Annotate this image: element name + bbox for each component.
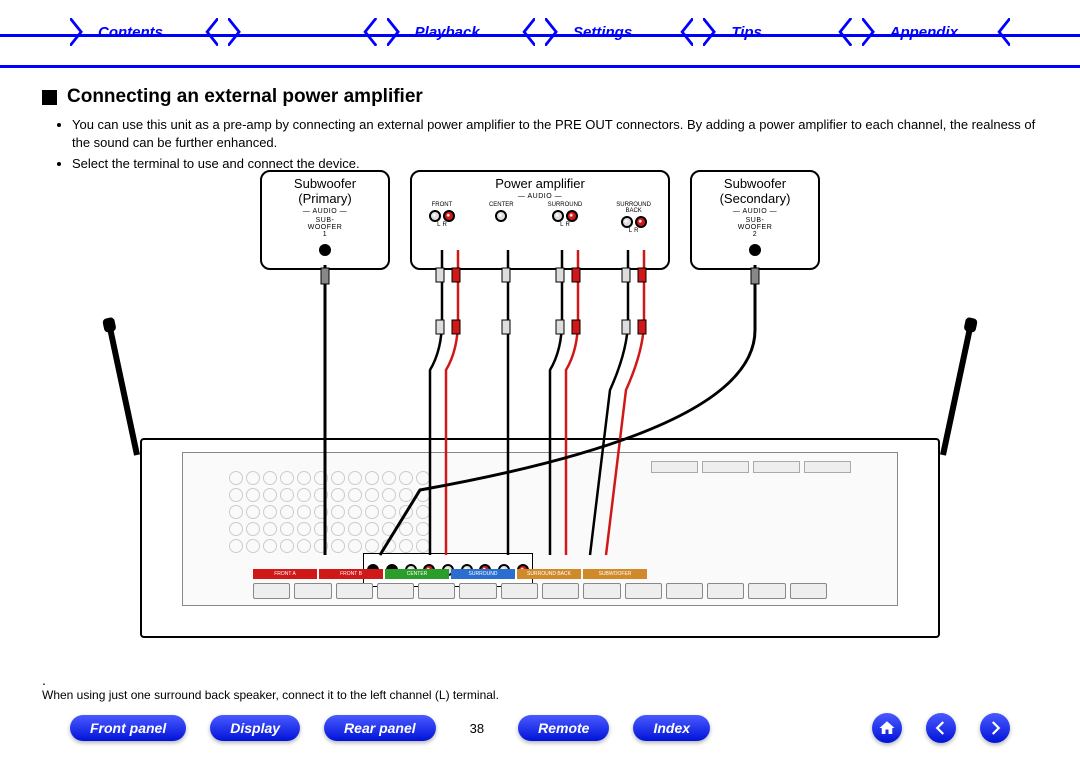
tab-contents[interactable]: Contents — [70, 18, 218, 48]
bullet-list: You can use this unit as a pre-amp by co… — [60, 116, 1038, 173]
subwoofer-secondary-box: Subwoofer (Secondary) — AUDIO — SUB- WOO… — [690, 170, 820, 270]
antenna-left — [107, 327, 140, 455]
speaker-terminals — [253, 583, 827, 599]
pill-rear-panel[interactable]: Rear panel — [324, 715, 436, 741]
content-area: Connecting an external power amplifier Y… — [42, 86, 1038, 177]
note-text: When using just one surround back speake… — [42, 688, 499, 702]
tab-label: Appendix — [890, 24, 958, 41]
tab-connections[interactable] — [228, 18, 376, 48]
speaker-color-labels: FRONT A FRONT B CENTER SURROUND SURROUND… — [253, 569, 647, 579]
tab-tips[interactable]: Tips — [703, 18, 851, 48]
connector-label: SUB- WOOFER 1 — [262, 217, 388, 238]
page-number: 38 — [460, 721, 494, 736]
pill-front-panel[interactable]: Front panel — [70, 715, 186, 741]
subwoofer-primary-box: Subwoofer (Primary) — AUDIO — SUB- WOOFE… — [260, 170, 390, 270]
device-title: Subwoofer — [692, 176, 818, 191]
page-heading: Connecting an external power amplifier — [67, 86, 423, 108]
rca-connector — [749, 244, 761, 256]
channel-center: CENTER — [489, 202, 514, 234]
note-marker-icon: . — [42, 672, 499, 688]
tab-settings[interactable]: Settings — [545, 18, 693, 48]
device-subtitle: (Secondary) — [692, 191, 818, 206]
antenna-right — [940, 327, 973, 455]
pill-remote[interactable]: Remote — [518, 715, 609, 741]
pill-display[interactable]: Display — [210, 715, 300, 741]
power-amplifier-box: Power amplifier — AUDIO — FRONT LR CENTE… — [410, 170, 670, 270]
tab-playback[interactable]: Playback — [387, 18, 535, 48]
pill-index[interactable]: Index — [633, 715, 710, 741]
audio-label: — AUDIO — — [692, 208, 818, 215]
tab-label: Tips — [731, 24, 762, 41]
top-tabs: Contents Playback Settings Tips Appendix — [70, 18, 1010, 48]
rca-connector — [319, 244, 331, 256]
device-subtitle: (Primary) — [262, 191, 388, 206]
channel-surround: SURROUND LR — [548, 202, 583, 234]
channel-surround-back: SURROUND BACK LR — [616, 202, 651, 234]
tab-appendix[interactable]: Appendix — [862, 18, 1010, 48]
tab-label: Settings — [573, 24, 632, 41]
audio-label: — AUDIO — — [262, 208, 388, 215]
hdmi-row — [651, 461, 851, 481]
tab-label: Contents — [98, 24, 163, 41]
tab-label: Playback — [415, 24, 480, 41]
home-button[interactable] — [872, 713, 902, 743]
audio-label: — AUDIO — — [412, 193, 668, 200]
heading-square-icon — [42, 90, 57, 105]
footnote: . When using just one surround back spea… — [42, 672, 499, 702]
prev-button[interactable] — [926, 713, 956, 743]
heading-row: Connecting an external power amplifier — [42, 86, 1038, 108]
receiver-rear-panel: FRONT A FRONT B CENTER SURROUND SURROUND… — [140, 438, 940, 638]
bullet-item: You can use this unit as a pre-amp by co… — [72, 116, 1038, 151]
receiver-inner: FRONT A FRONT B CENTER SURROUND SURROUND… — [182, 452, 898, 606]
channel-front: FRONT LR — [429, 202, 455, 234]
device-title: Subwoofer — [262, 176, 388, 191]
connector-label: SUB- WOOFER 2 — [692, 217, 818, 238]
connection-diagram: Subwoofer (Primary) — AUDIO — SUB- WOOFE… — [140, 170, 940, 650]
bottom-nav: Front panel Display Rear panel 38 Remote… — [70, 713, 1010, 743]
next-button[interactable] — [980, 713, 1010, 743]
device-title: Power amplifier — [412, 176, 668, 191]
